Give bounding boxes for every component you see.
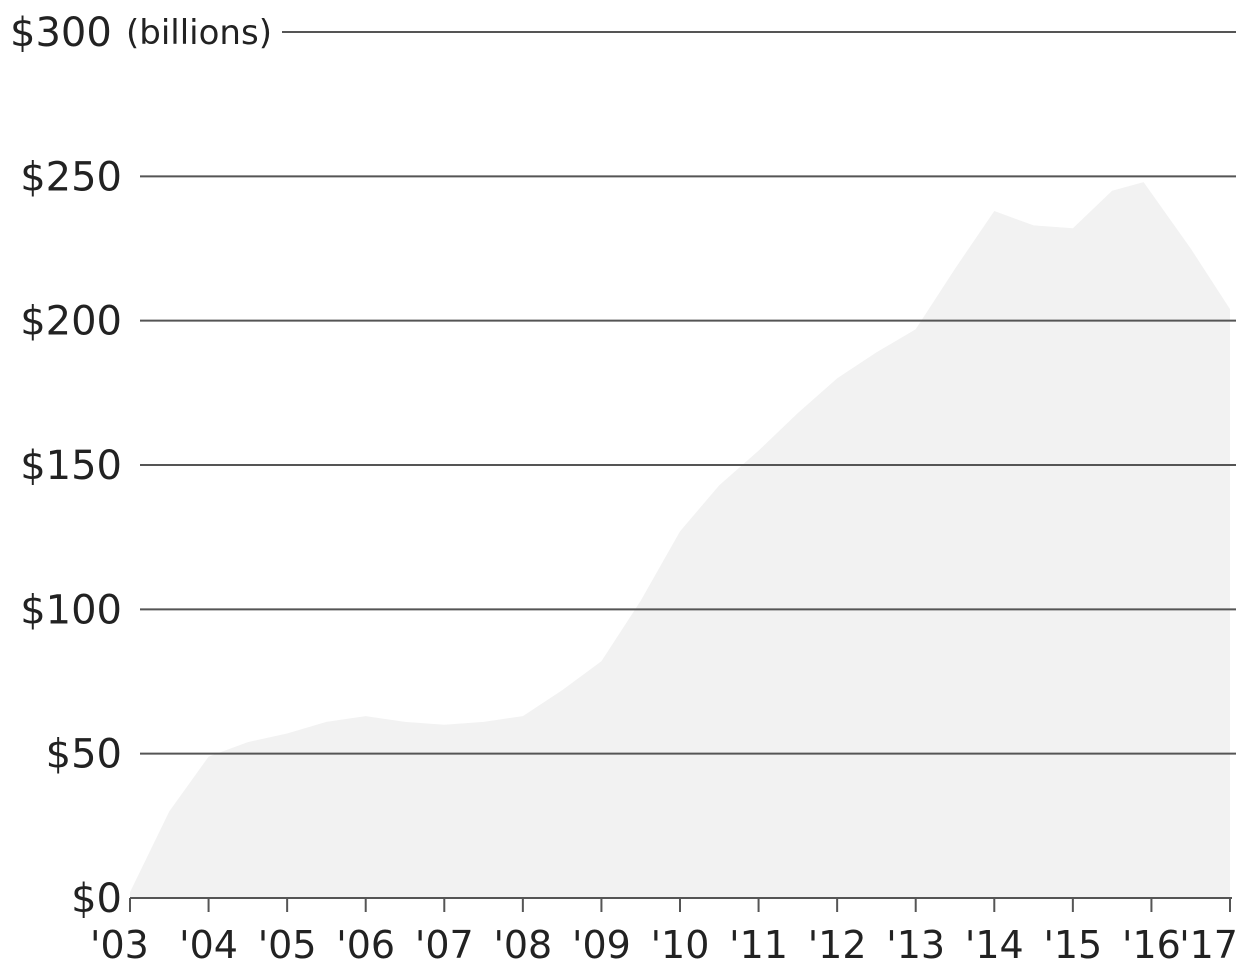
x-tick-label: '08 — [493, 923, 552, 966]
y-unit-label: (billions) — [126, 13, 272, 53]
x-tick-label: '14 — [965, 923, 1024, 966]
x-tick-label: '16 — [1122, 923, 1181, 966]
x-tick-label: '04 — [179, 923, 238, 966]
x-tick-label: '11 — [729, 923, 788, 966]
x-tick-label: '07 — [415, 923, 474, 966]
y-tick-label: $200 — [20, 299, 122, 345]
x-tick-label: '09 — [572, 923, 631, 966]
y-tick-label: $100 — [20, 587, 122, 633]
x-tick-label: '10 — [651, 923, 710, 966]
y-tick-label: $300 — [10, 10, 112, 56]
y-tick-label: $150 — [20, 443, 122, 489]
x-tick-label: '05 — [258, 923, 317, 966]
y-tick-label: $250 — [20, 154, 122, 200]
gridlines — [140, 31, 1236, 755]
y-tick-labels: $0 $50 $100 $150 $200 $250 $300 — [10, 10, 122, 922]
x-tick-label: '06 — [336, 923, 395, 966]
x-tick-label: '13 — [886, 923, 945, 966]
x-tick-label: '12 — [808, 923, 867, 966]
x-tick-label: '15 — [1043, 923, 1102, 966]
x-ticks: '03 '04 '05 '06 '07 '08 '09 '10 '11 '12 '13 '14 '15 '… — [90, 898, 1238, 966]
x-tick-label: '03 — [90, 923, 149, 966]
y-tick-label: $0 — [71, 876, 122, 922]
data-area — [130, 182, 1230, 899]
x-tick-label: '17 — [1179, 923, 1238, 966]
y-tick-label: $50 — [46, 732, 122, 778]
